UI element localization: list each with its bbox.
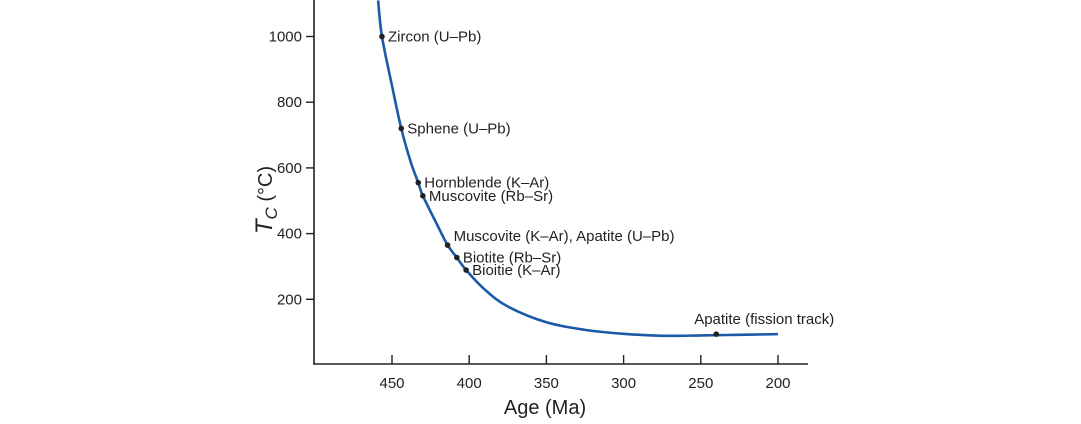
data-point xyxy=(444,242,451,248)
y-axis-title-main: T xyxy=(251,217,278,234)
data-point xyxy=(454,254,460,261)
y-tick-label: 600 xyxy=(277,160,302,177)
data-point-label: Apatite (fission track) xyxy=(694,311,834,328)
x-tick-label: 350 xyxy=(534,375,559,392)
data-point-label: Muscovite (K–Ar), Apatite (U–Pb) xyxy=(454,228,675,245)
data-point xyxy=(713,331,720,337)
data-point-label: Hornblende (K–Ar) xyxy=(424,175,549,192)
data-point xyxy=(415,179,422,186)
y-tick-label: 800 xyxy=(277,94,302,111)
x-axis-title: Age (Ma) xyxy=(504,397,586,419)
data-point xyxy=(420,193,426,199)
y-tick-label: 200 xyxy=(277,291,302,308)
y-axis-title-unit: (°C) xyxy=(255,166,277,207)
x-tick-label: 250 xyxy=(688,375,713,392)
data-point-label: Zircon (U–Pb) xyxy=(388,29,481,46)
y-axis-title-sub: C xyxy=(262,206,281,219)
data-point-label: Sphene (U–Pb) xyxy=(407,120,510,137)
data-point xyxy=(398,125,405,132)
curve-layer xyxy=(376,0,779,338)
closure-temperature-curve xyxy=(376,0,779,338)
data-point xyxy=(379,33,385,40)
points-layer: Zircon (U–Pb) Sphene (U–Pb) Hornblende (K–… xyxy=(379,29,834,337)
data-point-label: Bioitie (K–Ar) xyxy=(472,262,560,279)
x-tick-label: 400 xyxy=(457,375,482,392)
y-tick-label: 400 xyxy=(277,226,302,243)
data-point xyxy=(463,267,469,273)
data-point-label: Biotite (Rb–Sr) xyxy=(463,250,561,267)
axes: 450 400 350 300 250 200 200 400 600 800 1000 xyxy=(269,0,808,392)
x-tick-label: 450 xyxy=(379,375,404,392)
data-point-label: Muscovite (Rb–Sr) xyxy=(429,188,553,205)
y-tick-label: 1000 xyxy=(269,29,302,46)
x-tick-label: 300 xyxy=(611,375,636,392)
y-axis-title: TC (°C) xyxy=(251,166,281,234)
x-tick-label: 200 xyxy=(765,375,790,392)
